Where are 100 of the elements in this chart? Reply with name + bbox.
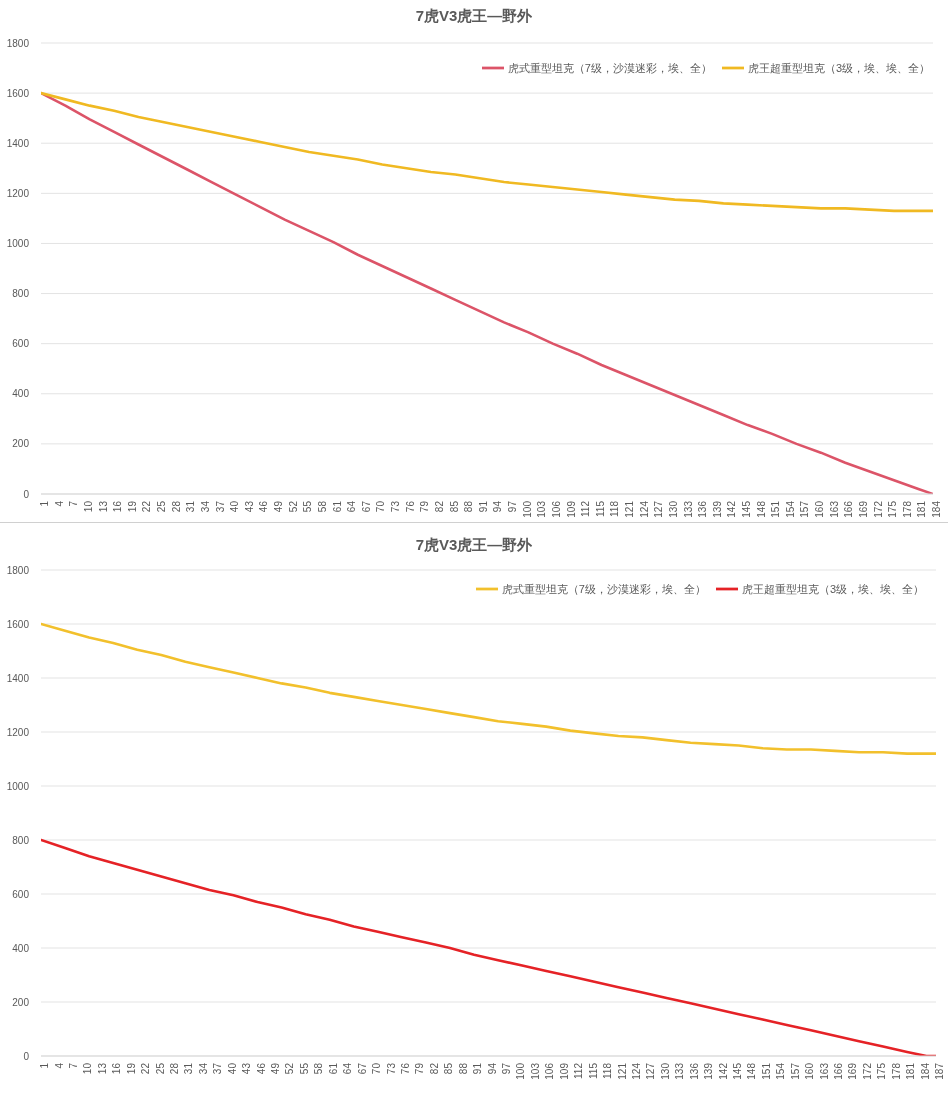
x-tick-label: 37 [214,500,226,513]
x-tick-label: 145 [741,500,752,518]
line-series [41,622,936,755]
x-tick-label: 124 [630,1062,642,1080]
x-tick-label: 79 [419,500,431,513]
legend-label: 虎式重型坦克（7级，沙漠迷彩，埃、全） [507,62,712,75]
x-tick-label: 67 [360,500,372,513]
x-tick-label: 70 [371,1062,383,1075]
x-tick-label: 166 [833,1062,845,1080]
y-tick-label: 1600 [6,87,30,99]
x-tick-label: 163 [818,1062,830,1080]
x-tick-label: 85 [443,1062,455,1075]
x-tick-label: 31 [185,500,197,513]
x-tick-label: 73 [385,1062,397,1075]
y-tick-label: 200 [12,438,30,450]
x-tick-label: 166 [843,500,855,518]
legend-label: 虎王超重型坦克（3级，埃、埃、全） [741,583,924,596]
x-tick-label: 97 [507,500,519,513]
x-tick-label: 58 [316,500,328,513]
x-tick-label: 52 [284,1062,296,1075]
x-tick-label: 88 [457,1062,469,1075]
x-tick-label: 43 [243,500,255,513]
x-tick-label: 34 [197,1062,209,1075]
x-tick-label: 61 [331,500,343,513]
x-tick-label: 97 [501,1062,513,1075]
y-tick-label: 1600 [6,618,30,630]
legend-label: 虎王超重型坦克（3级，埃、埃、全） [747,62,930,75]
y-tick-label: 1800 [6,564,30,576]
x-tick-label: 151 [760,1062,772,1080]
x-tick-label: 109 [558,1062,570,1080]
y-tick-label: 1000 [6,780,30,792]
x-tick-label: 103 [536,500,548,518]
x-tick-label: 160 [814,500,826,518]
x-tick-label: 100 [515,1062,527,1080]
x-tick-label: 118 [609,500,621,517]
y-tick-label: 1200 [6,187,30,199]
x-tick-label: 142 [726,500,738,518]
x-tick-label: 1 [39,1062,51,1069]
x-tick-label: 121 [616,1062,628,1080]
x-tick-label: 139 [703,1062,715,1080]
x-tick-label: 1 [39,500,51,507]
x-tick-label: 28 [170,500,182,513]
x-tick-label: 172 [872,500,884,518]
x-tick-label: 181 [905,1062,917,1080]
y-tick-label: 400 [12,942,30,954]
x-tick-label: 115 [587,1062,599,1079]
x-tick-label: 112 [580,500,592,517]
x-tick-label: 136 [688,1062,700,1080]
x-tick-label: 34 [199,500,211,513]
y-tick-label: 600 [12,888,30,900]
x-tick-label: 169 [857,500,869,518]
x-tick-label: 94 [492,500,504,513]
x-tick-label: 184 [931,500,943,518]
x-tick-label: 157 [789,1062,801,1080]
x-tick-label: 145 [732,1062,743,1080]
x-tick-label: 37 [212,1062,224,1075]
x-tick-label: 40 [229,500,241,513]
x-tick-label: 106 [544,1062,556,1080]
x-tick-label: 148 [746,1062,758,1080]
x-tick-label: 46 [258,500,270,513]
x-tick-label: 154 [784,500,796,518]
x-tick-label: 169 [847,1062,859,1080]
x-tick-label: 130 [659,1062,671,1080]
x-tick-label: 133 [674,1062,686,1080]
x-tick-label: 67 [356,1062,368,1075]
x-tick-label: 127 [645,1062,657,1080]
x-tick-label: 88 [463,500,475,513]
x-tick-label: 181 [916,500,928,518]
x-tick-label: 52 [287,500,299,513]
line-series [41,91,933,213]
x-tick-label: 13 [96,1062,108,1075]
x-tick-label: 178 [901,500,913,518]
x-tick-label: 151 [770,500,782,518]
x-tick-label: 46 [255,1062,267,1075]
y-tick-label: 800 [12,288,30,300]
x-tick-label: 25 [156,500,168,513]
x-tick-label: 58 [313,1062,325,1075]
x-tick-label: 100 [521,500,533,518]
x-tick-label: 136 [697,500,709,518]
x-tick-label: 28 [169,1062,181,1075]
x-tick-label: 94 [486,1062,498,1075]
x-tick-label: 175 [887,500,899,518]
x-tick-label: 175 [876,1062,888,1080]
x-tick-label: 79 [414,1062,426,1075]
x-tick-label: 127 [653,500,665,518]
x-tick-label: 172 [861,1062,873,1080]
x-tick-label: 64 [346,500,358,513]
x-tick-label: 106 [550,500,562,518]
x-tick-label: 85 [448,500,460,513]
x-tick-label: 7 [68,500,80,507]
x-tick-label: 130 [667,500,679,518]
y-tick-label: 400 [12,388,30,400]
x-tick-label: 22 [141,500,153,513]
x-tick-label: 16 [112,500,124,513]
x-tick-label: 49 [273,500,285,513]
x-tick-label: 22 [140,1062,152,1075]
x-tick-label: 82 [433,500,445,513]
x-tick-label: 133 [682,500,694,518]
x-tick-label: 157 [799,500,811,518]
y-tick-label: 600 [12,338,30,350]
